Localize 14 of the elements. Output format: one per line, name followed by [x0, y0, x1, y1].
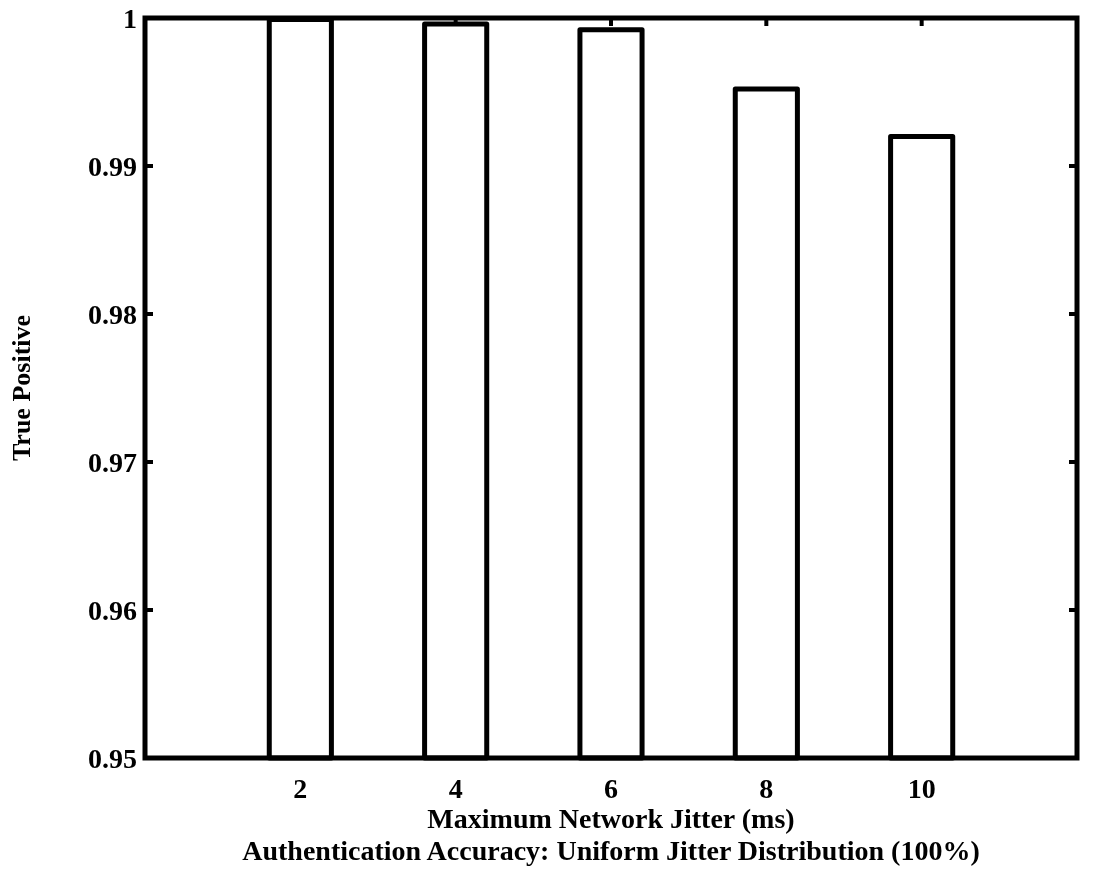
y-axis-title: True Positive [7, 314, 36, 462]
y-tick-label: 1 [123, 2, 137, 34]
x-tick-label: 4 [448, 773, 463, 804]
x-tick-label: 8 [759, 773, 774, 804]
x-tick-label: 10 [907, 773, 936, 804]
y-tick-label: 0.98 [88, 298, 137, 330]
x-tick-label: 2 [293, 773, 308, 804]
y-tick-label: 0.95 [88, 742, 137, 774]
text: Authentication Accuracy: Uniform Jitter Distribution (100%) [242, 835, 980, 866]
y-tick-label: 0.96 [88, 594, 137, 626]
x-tick-label: 6 [604, 773, 618, 804]
x-axis-title: Maximum Network Jitter (ms) [427, 803, 795, 834]
y-tick-label: 0.97 [88, 446, 137, 478]
y-tick-label: 0.99 [88, 150, 137, 182]
